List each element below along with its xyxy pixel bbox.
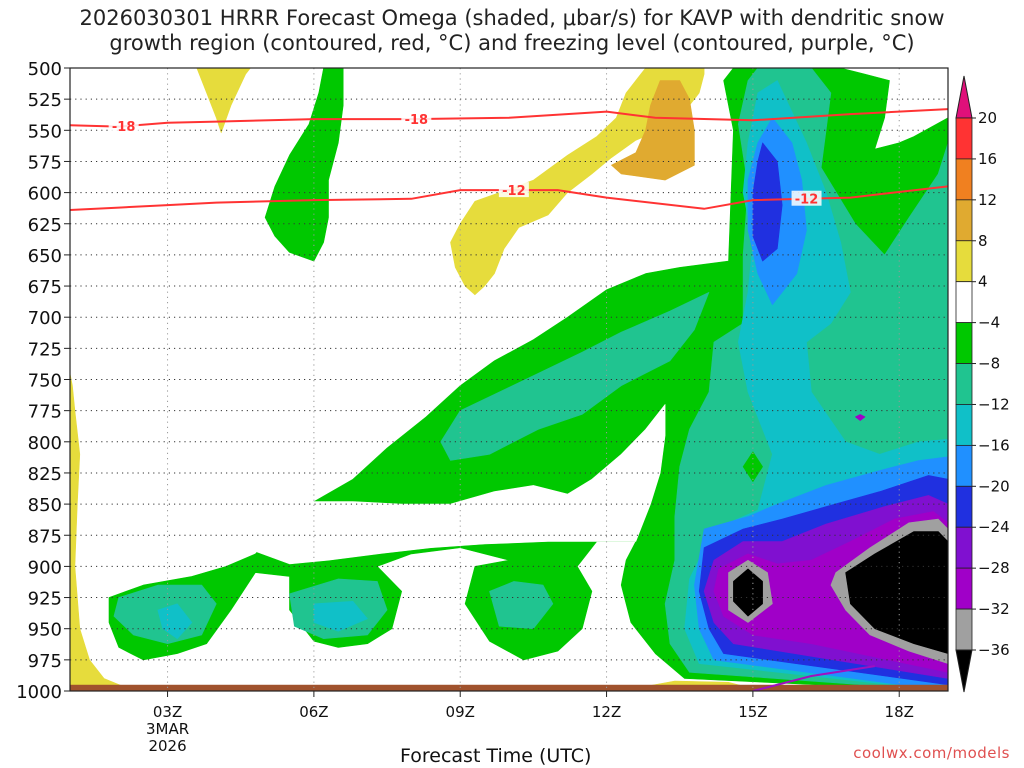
colorbar-bin (955, 281, 973, 324)
colorbar-bin (955, 199, 973, 242)
x-tick-sublabel-year: 2026 (148, 737, 186, 755)
x-tick-label: 18Z (885, 703, 914, 721)
omega-region-teal-right-small (489, 581, 554, 630)
y-tick-label: 825 (28, 464, 62, 485)
isotherm-label: -12 (795, 193, 819, 208)
y-tick-label: 975 (28, 651, 62, 672)
title-line-2: growth region (contoured, red, °C) and f… (109, 31, 915, 55)
isotherm-label-bg (108, 118, 139, 134)
y-tick-label: 750 (28, 371, 62, 392)
omega-region-black-left (733, 568, 763, 617)
colorbar-bin (955, 158, 973, 201)
x-tick-label: 12Z (592, 703, 621, 721)
y-tick-label: 1000 (16, 682, 62, 703)
y-tick-label: 550 (28, 121, 62, 142)
colorbar-bin (955, 526, 973, 569)
isotherm-label: -18 (405, 113, 429, 128)
colorbar-bin (955, 404, 973, 446)
colorbar-label: −8 (978, 355, 1000, 373)
colorbar-bin (955, 485, 973, 528)
isotherm-label-bg (498, 182, 529, 198)
colorbar-bin (955, 363, 973, 405)
y-tick-label: 900 (28, 557, 62, 578)
omega-region-teal-light-mid (440, 291, 710, 461)
y-tick-label: 525 (28, 90, 62, 111)
colorbar-label: −32 (978, 600, 1010, 618)
omega-region-green-upper (264, 68, 344, 262)
isotherm-line-1 (70, 185, 948, 211)
y-tick-label: 500 (28, 59, 62, 80)
y-tick-label: 850 (28, 495, 62, 516)
freezing-level-line (752, 665, 875, 691)
page-title: 2026030301 HRRR Forecast Omega (shaded, … (0, 6, 1024, 56)
colorbar-label: 8 (978, 232, 988, 250)
colorbar-top-arrow (955, 75, 973, 119)
omega-region-positive-upper-left (196, 68, 251, 134)
x-tick-label: 06Z (299, 703, 328, 721)
terrain-band (70, 684, 948, 691)
y-tick-label: 925 (28, 589, 62, 610)
colorbar-label: −16 (978, 436, 1010, 454)
y-tick-label: 875 (28, 526, 62, 547)
colorbar-bin (955, 240, 973, 283)
colorbar-label: −28 (978, 559, 1010, 577)
colorbar-bottom-arrow (955, 649, 973, 693)
colorbar-label: −4 (978, 314, 1000, 332)
colorbar-bin (955, 567, 973, 610)
y-tick-label: 800 (28, 433, 62, 454)
x-tick-label: 09Z (446, 703, 475, 721)
omega-region-black-right (845, 531, 948, 654)
colorbar: 20 16 12 8 4 −4 −8 −12 −16 −20 −24 −28 −32 −36 (955, 75, 1010, 693)
y-tick-label: 950 (28, 620, 62, 641)
omega-region-green-blob (742, 451, 763, 483)
colorbar-bin (955, 117, 973, 160)
omega-region-cutout-lower-middle (245, 404, 666, 565)
omega-region-magenta-blob (854, 414, 866, 421)
contour-lines: -18 -18 -12 -12 (70, 108, 948, 691)
colorbar-label: −12 (978, 395, 1010, 413)
y-tick-label: 725 (28, 339, 62, 360)
x-tick-label: 15Z (738, 703, 767, 721)
isotherm-line-0 (70, 108, 948, 128)
colorbar-label: −36 (978, 641, 1010, 659)
colorbar-label: 20 (978, 109, 997, 127)
colorbar-bin (955, 608, 973, 651)
colorbar-label: 12 (978, 191, 997, 209)
omega-region-blue-upper (752, 142, 783, 262)
colorbar-label: −24 (978, 518, 1010, 536)
grid (70, 68, 948, 691)
axes: 500 525 550 575 600 625 650 675 700 725 750 775 800 8… (16, 59, 914, 755)
colorbar-label: 4 (978, 273, 988, 291)
y-tick-label: 575 (28, 152, 62, 173)
colorbar-label: 16 (978, 150, 997, 168)
y-tick-label: 675 (28, 277, 62, 298)
y-tick-label: 600 (28, 184, 62, 205)
colorbar-bin (955, 444, 973, 487)
colorbar-bin (955, 322, 973, 364)
site-credit[interactable]: coolwx.com/models (853, 744, 1010, 762)
omega-region-cyan-left-small (157, 603, 193, 640)
isotherm-label-bg (401, 111, 432, 127)
isotherm-label-bg (791, 190, 822, 206)
x-tick-sublabel-date: 3MAR (146, 720, 189, 738)
omega-region-positive-4-8 (450, 68, 705, 296)
isotherm-label: -12 (502, 184, 526, 199)
y-tick-label: 625 (28, 215, 62, 236)
isotherm-label: -18 (112, 120, 136, 135)
x-axis-title: Forecast Time (UTC) (400, 745, 592, 767)
y-tick-label: 650 (28, 246, 62, 267)
colorbar-label: −20 (978, 477, 1010, 495)
y-tick-label: 700 (28, 308, 62, 329)
title-line-1: 2026030301 HRRR Forecast Omega (shaded, … (79, 6, 945, 30)
y-tick-label: 775 (28, 402, 62, 423)
x-tick-label: 03Z (153, 703, 182, 721)
